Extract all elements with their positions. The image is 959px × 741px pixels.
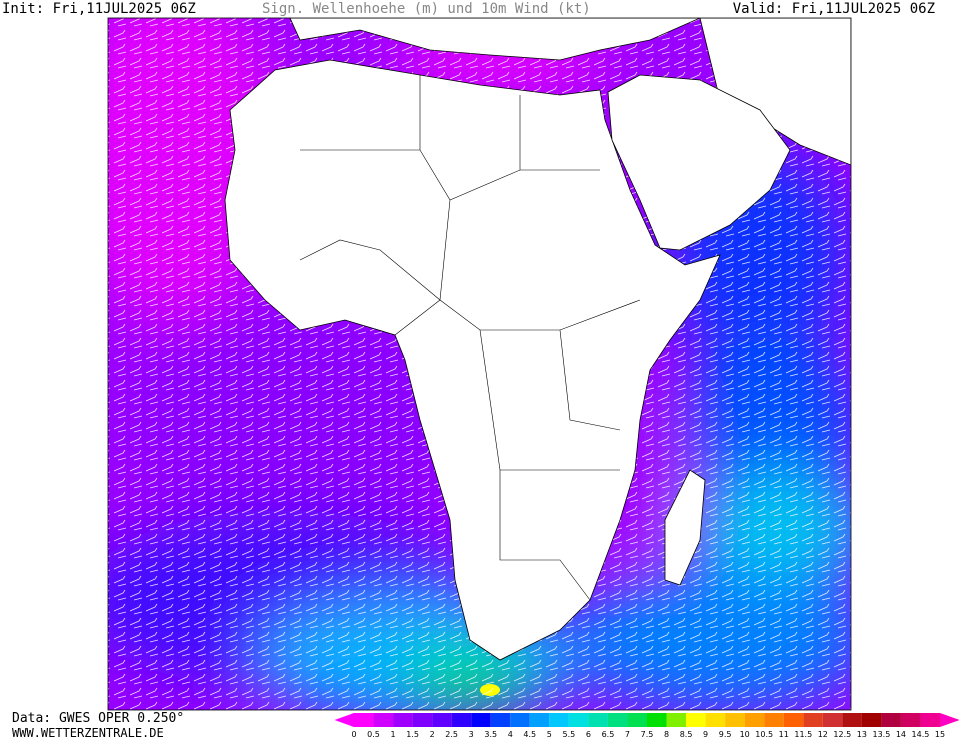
website: WWW.WETTERZENTRALE.DE bbox=[12, 726, 164, 740]
colorbar-label: 4.5 bbox=[523, 730, 536, 739]
colorbar-arrow bbox=[334, 713, 354, 727]
colorbar-segment bbox=[529, 713, 550, 727]
colorbar-label: 8 bbox=[664, 730, 669, 739]
colorbar-label: 11 bbox=[779, 730, 789, 739]
colorbar-segment bbox=[607, 713, 628, 727]
colorbar-segment bbox=[393, 713, 413, 727]
colorbar-label: 11.5 bbox=[794, 730, 812, 739]
colorbar-label: 1 bbox=[391, 730, 396, 739]
colorbar-segment bbox=[842, 713, 862, 727]
colorbar-arrow bbox=[940, 713, 959, 727]
colorbar-segment bbox=[803, 713, 823, 727]
colorbar-label: 3 bbox=[469, 730, 474, 739]
colorbar-segment bbox=[744, 713, 765, 727]
colorbar-segment bbox=[705, 713, 726, 727]
colorbar-label: 14 bbox=[896, 730, 906, 739]
colorbar-label: 13 bbox=[857, 730, 867, 739]
colorbar-segment bbox=[490, 713, 511, 727]
colorbar-label: 5 bbox=[547, 730, 552, 739]
colorbar-label: 10 bbox=[740, 730, 750, 739]
colorbar-segment bbox=[510, 713, 530, 727]
colorbar-label: 4 bbox=[508, 730, 513, 739]
colorbar-label: 3.5 bbox=[484, 730, 497, 739]
colorbar-segment bbox=[822, 713, 843, 727]
colorbar-segment bbox=[900, 713, 921, 727]
colorbar-segment bbox=[666, 713, 687, 727]
colorbar-label: 13.5 bbox=[872, 730, 890, 739]
colorbar-label: 2.5 bbox=[445, 730, 458, 739]
colorbar-label: 0 bbox=[351, 730, 356, 739]
colorbar-label: 15 bbox=[935, 730, 945, 739]
colorbar: 0 0.5 1 1.5 2 2.5 3 3.5 4 4.5 5 5.5 6 6.5 7 7.5 8 8.5 9 9.5… bbox=[334, 713, 959, 739]
colorbar-label: 12 bbox=[818, 730, 828, 739]
colorbar-segment bbox=[471, 713, 491, 727]
colorbar-label: 0.5 bbox=[367, 730, 380, 739]
colorbar-label: 9.5 bbox=[719, 730, 732, 739]
colorbar-segment bbox=[725, 713, 745, 727]
colorbar-segment bbox=[568, 713, 589, 727]
colorbar-label: 9 bbox=[703, 730, 708, 739]
colorbar-label: 6 bbox=[586, 730, 591, 739]
colorbar-label: 8.5 bbox=[680, 730, 693, 739]
colorbar-segment bbox=[686, 713, 706, 727]
colorbar-segment bbox=[627, 713, 647, 727]
colorbar-segment bbox=[432, 713, 452, 727]
colorbar-segment bbox=[354, 713, 374, 727]
init-time: Init: Fri,11JUL2025 06Z bbox=[2, 1, 196, 17]
colorbar-label: 12.5 bbox=[833, 730, 851, 739]
colorbar-segment bbox=[647, 713, 667, 727]
colorbar-segment bbox=[783, 713, 804, 727]
data-source: Data: GWES OPER 0.250° bbox=[12, 711, 185, 726]
colorbar-segment bbox=[549, 713, 569, 727]
colorbar-segment bbox=[451, 713, 472, 727]
colorbar-label: 14.5 bbox=[912, 730, 930, 739]
colorbar-segment bbox=[588, 713, 608, 727]
colorbar-segment bbox=[920, 713, 940, 727]
colorbar-segment bbox=[861, 713, 882, 727]
colorbar-segment bbox=[373, 713, 394, 727]
colorbar-label: 7 bbox=[625, 730, 630, 739]
colorbar-segment bbox=[881, 713, 901, 727]
map-title: Sign. Wellenhoehe (m) und 10m Wind (kt) bbox=[262, 1, 591, 17]
colorbar-label: 10.5 bbox=[755, 730, 773, 739]
colorbar-label: 7.5 bbox=[641, 730, 654, 739]
sea-field bbox=[108, 18, 851, 710]
colorbar-label: 5.5 bbox=[562, 730, 575, 739]
colorbar-segment bbox=[412, 713, 433, 727]
colorbar-label: 2 bbox=[430, 730, 435, 739]
colorbar-label: 6.5 bbox=[602, 730, 615, 739]
colorbar-segment bbox=[764, 713, 784, 727]
valid-time: Valid: Fri,11JUL2025 06Z bbox=[732, 1, 935, 17]
colorbar-label: 1.5 bbox=[406, 730, 419, 739]
